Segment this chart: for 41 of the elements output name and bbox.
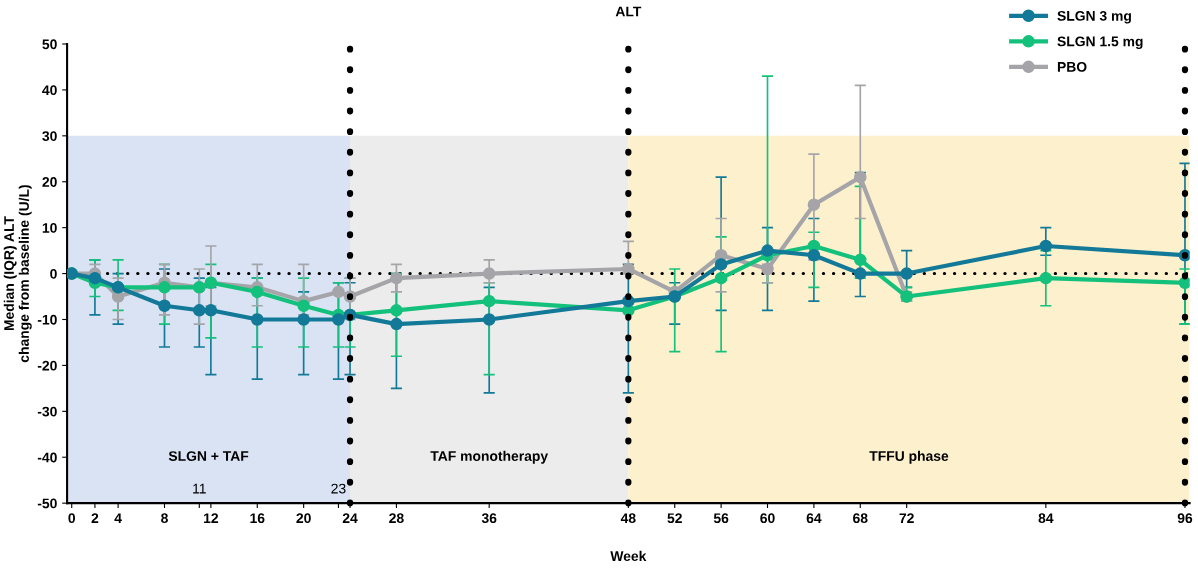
y-tick-label: -50 bbox=[37, 498, 57, 509]
chart-title: ALT bbox=[615, 6, 642, 17]
legend-label: SLGN 1.5 mg bbox=[1057, 36, 1143, 50]
x-tick-label: 28 bbox=[389, 513, 404, 524]
y-tick-label: -40 bbox=[37, 452, 57, 463]
x-tick-label: 64 bbox=[806, 513, 822, 524]
x-tick-label: 84 bbox=[1038, 513, 1054, 524]
y-axis-title: Median (IQR) ALT change from baseline (U/L) bbox=[3, 185, 32, 363]
x-tick-label: 20 bbox=[296, 513, 311, 524]
x-tick-label: 0 bbox=[68, 513, 76, 524]
x-tick-label: 52 bbox=[667, 513, 682, 524]
band-label: SLGN + TAF bbox=[168, 451, 249, 461]
x-tick-label: 8 bbox=[161, 513, 168, 524]
x-tick-label: 96 bbox=[1177, 513, 1193, 524]
x-tick-label: 56 bbox=[713, 513, 729, 524]
annotation: 11 bbox=[193, 483, 206, 494]
x-tick-label: 12 bbox=[204, 513, 219, 523]
legend-label: PBO bbox=[1057, 61, 1087, 72]
y-tick-label: 40 bbox=[42, 85, 57, 96]
y-tick-label: -30 bbox=[37, 406, 57, 417]
legend-label: SLGN 3 mg bbox=[1057, 10, 1131, 24]
y-tick-label: 10 bbox=[42, 223, 57, 233]
x-tick-label: 72 bbox=[899, 513, 914, 523]
x-tick-label: 36 bbox=[481, 513, 497, 524]
band-label: TFFU phase bbox=[869, 450, 949, 464]
x-tick-label: 68 bbox=[853, 513, 868, 524]
y-tick-label: -20 bbox=[37, 360, 57, 371]
annotation: 23 bbox=[331, 483, 346, 494]
x-tick-label: 2 bbox=[91, 513, 99, 523]
x-tick-label: 48 bbox=[620, 513, 636, 524]
x-tick-label: 16 bbox=[250, 513, 265, 524]
x-tick-label: 4 bbox=[114, 513, 122, 523]
y-tick-label: 30 bbox=[42, 131, 57, 142]
y-tick-label: 50 bbox=[42, 39, 57, 50]
y-tick-label: 20 bbox=[42, 177, 57, 187]
band-label: TAF monotherapy bbox=[430, 450, 549, 464]
x-tick-label: 24 bbox=[342, 513, 358, 523]
x-tick-label: 60 bbox=[760, 513, 775, 524]
y-tick-label: -10 bbox=[37, 314, 57, 325]
y-tick-label: 0 bbox=[50, 268, 57, 279]
x-axis-title: Week bbox=[610, 550, 647, 562]
